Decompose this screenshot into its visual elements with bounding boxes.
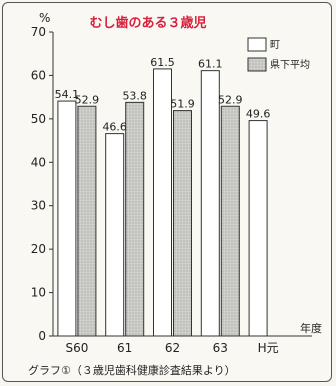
y-tick-label: 0 <box>38 329 46 343</box>
legend-swatch-town <box>247 37 267 52</box>
y-tick-label: 40 <box>31 155 46 169</box>
x-tick-label: S60 <box>65 341 88 355</box>
data-label: 54.1 <box>55 88 80 101</box>
y-tick-label: 70 <box>31 25 46 39</box>
x-tick-label: 63 <box>213 341 228 355</box>
y-tick-label: 60 <box>31 68 46 82</box>
bar-prefecture-average <box>173 110 192 337</box>
y-axis-unit: % <box>39 11 50 25</box>
data-label: 61.5 <box>150 56 175 69</box>
y-tick-label: 30 <box>31 199 46 213</box>
chart-title: むし歯のある３歳児 <box>89 15 206 31</box>
legend-label: 町 <box>270 40 280 51</box>
x-tick-label: 62 <box>165 341 180 355</box>
data-label: 52.9 <box>218 93 243 106</box>
y-tick-label: 50 <box>31 112 46 126</box>
legend-label: 県下平均 <box>270 59 310 71</box>
bar-prefecture-average <box>77 105 97 337</box>
x-axis-unit: 年度 <box>300 321 322 335</box>
data-label: 53.8 <box>122 89 147 102</box>
bar-prefecture-average <box>220 105 240 337</box>
bar-town <box>248 120 268 337</box>
data-label: 51.9 <box>170 98 195 111</box>
bar-town <box>105 133 125 337</box>
bar-town <box>200 70 220 337</box>
data-label: 61.1 <box>198 58 223 71</box>
data-label: 49.6 <box>246 108 271 121</box>
bar-town <box>153 68 172 337</box>
chart-caption: グラフ①（３歳児歯科健康診査結果より） <box>28 363 236 377</box>
bar-town <box>57 100 77 337</box>
legend-swatch-prefecture-average <box>247 57 267 72</box>
data-label: 52.9 <box>75 93 100 106</box>
y-tick-label: 20 <box>31 242 46 256</box>
x-tick-label: H元 <box>258 341 279 355</box>
bar-prefecture-average <box>125 101 145 337</box>
data-label: 46.6 <box>102 121 127 134</box>
x-tick-label: 61 <box>117 341 132 355</box>
y-tick-label: 10 <box>31 286 46 300</box>
